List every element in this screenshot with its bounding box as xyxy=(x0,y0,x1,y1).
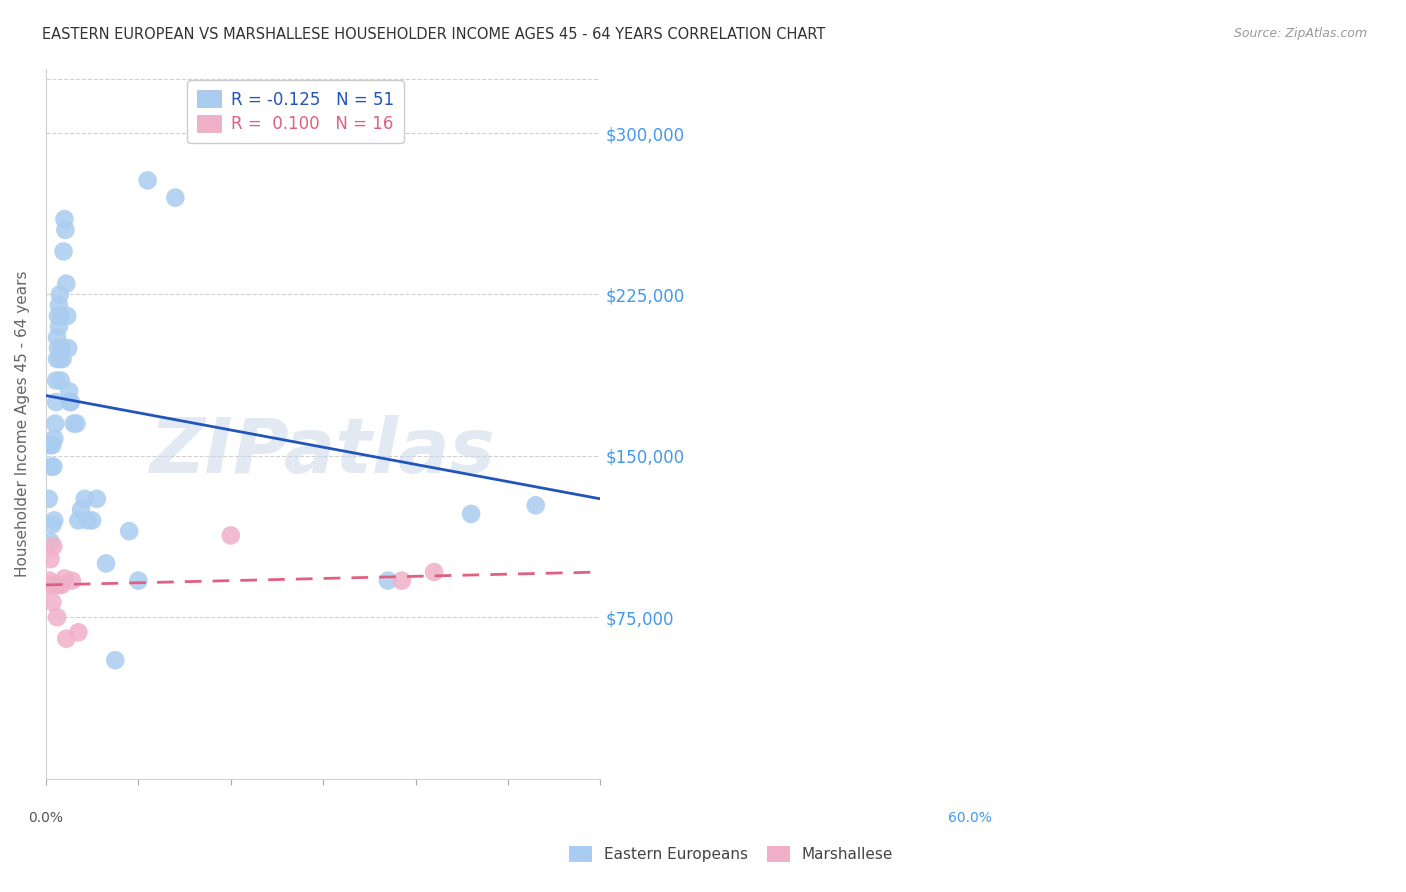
Point xyxy=(46,309,69,323)
Point xyxy=(460,507,482,521)
Point xyxy=(46,341,69,355)
Point xyxy=(55,632,77,646)
Point xyxy=(46,351,69,366)
Point xyxy=(45,374,67,388)
Point xyxy=(46,330,69,344)
Point xyxy=(70,502,93,516)
Point xyxy=(51,578,73,592)
Point xyxy=(38,491,60,506)
Legend: Eastern Europeans, Marshallese: Eastern Europeans, Marshallese xyxy=(562,840,900,868)
Point xyxy=(38,578,60,592)
Point xyxy=(82,513,104,527)
Point xyxy=(48,578,70,592)
Point xyxy=(76,513,98,527)
Point xyxy=(39,438,62,452)
Legend: R = -0.125   N = 51, R =  0.100   N = 16: R = -0.125 N = 51, R = 0.100 N = 16 xyxy=(187,80,404,144)
Point xyxy=(41,595,63,609)
Point xyxy=(38,574,60,588)
Point xyxy=(52,351,75,366)
Point xyxy=(51,341,73,355)
Point xyxy=(377,574,399,588)
Point xyxy=(391,574,413,588)
Point xyxy=(49,374,72,388)
Point xyxy=(104,653,127,667)
Point xyxy=(67,513,90,527)
Point xyxy=(127,574,149,588)
Point xyxy=(56,341,79,355)
Point xyxy=(165,191,187,205)
Point xyxy=(58,384,80,399)
Point xyxy=(39,552,62,566)
Point xyxy=(38,438,60,452)
Text: 60.0%: 60.0% xyxy=(948,811,993,824)
Point xyxy=(52,244,75,259)
Point xyxy=(53,223,76,237)
Point xyxy=(73,491,96,506)
Point xyxy=(67,625,90,640)
Point xyxy=(59,395,82,409)
Point xyxy=(46,610,69,624)
Point xyxy=(59,395,82,409)
Point xyxy=(44,417,66,431)
Point xyxy=(49,309,72,323)
Point xyxy=(118,524,141,538)
Point xyxy=(44,578,66,592)
Point xyxy=(423,565,446,579)
Point xyxy=(48,319,70,334)
Point xyxy=(55,277,77,291)
Point xyxy=(524,498,547,512)
Point xyxy=(62,417,84,431)
Text: Source: ZipAtlas.com: Source: ZipAtlas.com xyxy=(1233,27,1367,40)
Point xyxy=(42,539,65,553)
Point xyxy=(45,395,67,409)
Point xyxy=(56,309,79,323)
Point xyxy=(49,351,72,366)
Point xyxy=(44,432,66,446)
Point xyxy=(41,517,63,532)
Point xyxy=(53,212,76,227)
Y-axis label: Householder Income Ages 45 - 64 years: Householder Income Ages 45 - 64 years xyxy=(15,270,30,577)
Point xyxy=(48,298,70,312)
Point xyxy=(41,459,63,474)
Point xyxy=(136,173,159,187)
Point xyxy=(53,572,76,586)
Point xyxy=(60,574,83,588)
Point xyxy=(41,438,63,452)
Point xyxy=(42,459,65,474)
Point xyxy=(86,491,108,506)
Point xyxy=(49,287,72,301)
Text: 0.0%: 0.0% xyxy=(28,811,63,824)
Text: ZIPatlas: ZIPatlas xyxy=(150,415,496,489)
Point xyxy=(94,557,117,571)
Text: EASTERN EUROPEAN VS MARSHALLESE HOUSEHOLDER INCOME AGES 45 - 64 YEARS CORRELATIO: EASTERN EUROPEAN VS MARSHALLESE HOUSEHOL… xyxy=(42,27,825,42)
Point xyxy=(65,417,87,431)
Point xyxy=(44,513,66,527)
Point xyxy=(219,528,242,542)
Point xyxy=(39,534,62,549)
